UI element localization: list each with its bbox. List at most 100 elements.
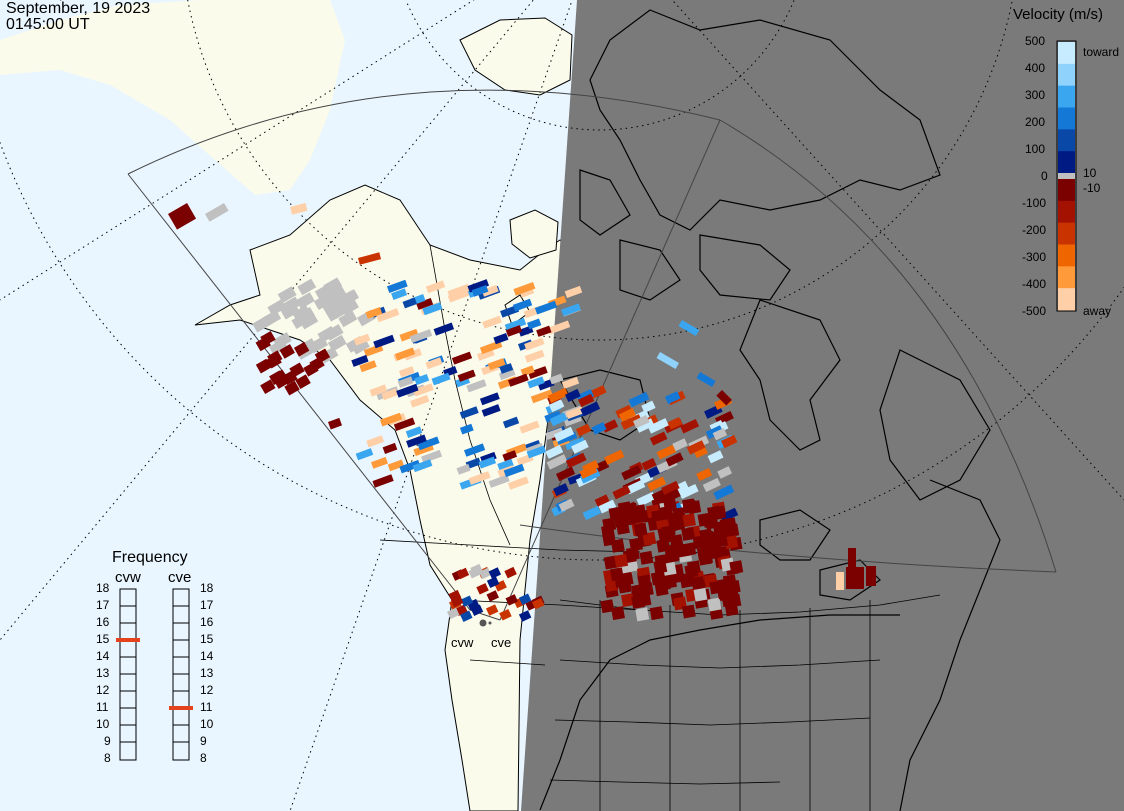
backscatter-cell xyxy=(617,501,632,516)
backscatter-cell xyxy=(297,278,317,296)
backscatter-cell xyxy=(508,373,529,387)
backscatter-cell xyxy=(591,422,607,435)
backscatter-cell xyxy=(621,512,635,527)
backscatter-cell xyxy=(326,304,345,322)
backscatter-cell xyxy=(277,286,297,303)
backscatter-cell xyxy=(642,531,657,546)
frequency-title: Frequency xyxy=(112,549,188,566)
backscatter-cell xyxy=(626,479,646,495)
backscatter-cell xyxy=(683,499,698,514)
backscatter-cell xyxy=(582,505,602,521)
backscatter-cell xyxy=(697,512,712,527)
backscatter-cell xyxy=(498,368,516,381)
backscatter-cell xyxy=(387,459,405,472)
backscatter-cell xyxy=(548,399,565,413)
backscatter-cell xyxy=(678,484,699,499)
backscatter-cell xyxy=(564,388,581,402)
frequency-tick-left: 16 xyxy=(96,615,110,629)
backscatter-cell xyxy=(579,464,598,479)
backscatter-cell xyxy=(402,297,417,309)
backscatter-cell xyxy=(381,388,399,401)
backscatter-cell xyxy=(632,414,650,429)
color-bar-segment-toward xyxy=(1058,129,1075,152)
backscatter-cell xyxy=(561,303,581,317)
color-bar-segment-away xyxy=(1058,222,1075,245)
frequency-tick-left: 15 xyxy=(96,632,110,646)
backscatter-cell xyxy=(459,406,479,419)
backscatter-cell xyxy=(598,499,617,514)
backscatter-cell xyxy=(526,445,547,459)
backscatter-cell xyxy=(292,305,311,322)
backscatter-cell xyxy=(571,439,589,454)
backscatter-cell xyxy=(373,334,395,349)
backscatter-cell xyxy=(358,252,382,265)
backscatter-cell xyxy=(507,476,529,490)
backscatter-cell xyxy=(846,567,864,589)
backscatter-cell xyxy=(661,480,680,496)
backscatter-cell xyxy=(672,438,688,452)
backscatter-cell xyxy=(848,548,856,568)
backscatter-cell xyxy=(417,436,440,451)
backscatter-cell xyxy=(493,332,509,345)
backscatter-cell xyxy=(394,347,416,361)
backscatter-cell xyxy=(549,412,568,427)
velocity-tick: 100 xyxy=(1025,142,1046,156)
backscatter-cell xyxy=(359,360,377,373)
velocity-tick: 300 xyxy=(1025,88,1046,102)
backscatter-cell xyxy=(293,341,310,357)
frequency-radar-label-cvw: cvw xyxy=(115,569,141,586)
velocity-tick: 0 xyxy=(1041,169,1048,183)
backscatter-cell xyxy=(661,525,676,540)
backscatter-cell xyxy=(680,418,700,434)
backscatter-cell xyxy=(528,366,548,380)
backscatter-cell xyxy=(255,336,271,352)
backscatter-cell xyxy=(628,391,650,408)
backscatter-cell xyxy=(260,379,276,395)
backscatter-cell xyxy=(485,604,499,616)
backscatter-cell xyxy=(465,457,482,470)
backscatter-cell xyxy=(678,320,700,337)
backscatter-cell xyxy=(416,297,434,310)
backscatter-cell xyxy=(466,379,487,393)
backscatter-cell xyxy=(656,444,677,460)
frequency-tick-right: 18 xyxy=(200,581,214,595)
backscatter-cell xyxy=(530,389,554,404)
backscatter-cell xyxy=(366,435,385,448)
backscatter-cell xyxy=(665,548,680,563)
backscatter-cell xyxy=(565,406,584,419)
backscatter-cell xyxy=(612,485,631,500)
backscatter-cell xyxy=(313,293,333,311)
color-bar-segment-away xyxy=(1058,288,1075,311)
backscatter-cell xyxy=(527,318,542,330)
backscatter-cell xyxy=(450,595,464,608)
backscatter-cell xyxy=(471,285,489,297)
backscatter-cell xyxy=(693,445,708,459)
frequency-tick-left: 10 xyxy=(96,717,110,731)
backscatter-cell xyxy=(649,431,668,446)
backscatter-cell xyxy=(663,574,677,589)
color-bar-segment-away xyxy=(1058,179,1075,202)
backscatter-cell xyxy=(369,384,388,397)
backscatter-cell xyxy=(650,571,665,586)
backscatter-cell xyxy=(168,203,197,230)
backscatter-cell xyxy=(524,337,545,351)
backscatter-cell xyxy=(479,392,500,406)
backscatter-cell xyxy=(670,515,685,530)
backscatter-cell xyxy=(365,307,383,319)
alaska-yukon-landmass xyxy=(194,184,573,811)
backscatter-cell xyxy=(637,574,652,589)
backscatter-cell xyxy=(693,587,708,602)
backscatter-cell xyxy=(665,452,684,467)
frequency-tick-left: 14 xyxy=(96,649,110,663)
backscatter-cell xyxy=(716,390,732,406)
backscatter-cell xyxy=(456,567,470,580)
backscatter-cell xyxy=(269,370,285,385)
backscatter-cell xyxy=(327,284,346,302)
backscatter-cell xyxy=(467,279,490,293)
backscatter-cell xyxy=(544,410,562,423)
backscatter-cell xyxy=(488,474,510,488)
backscatter-cell xyxy=(707,597,722,612)
